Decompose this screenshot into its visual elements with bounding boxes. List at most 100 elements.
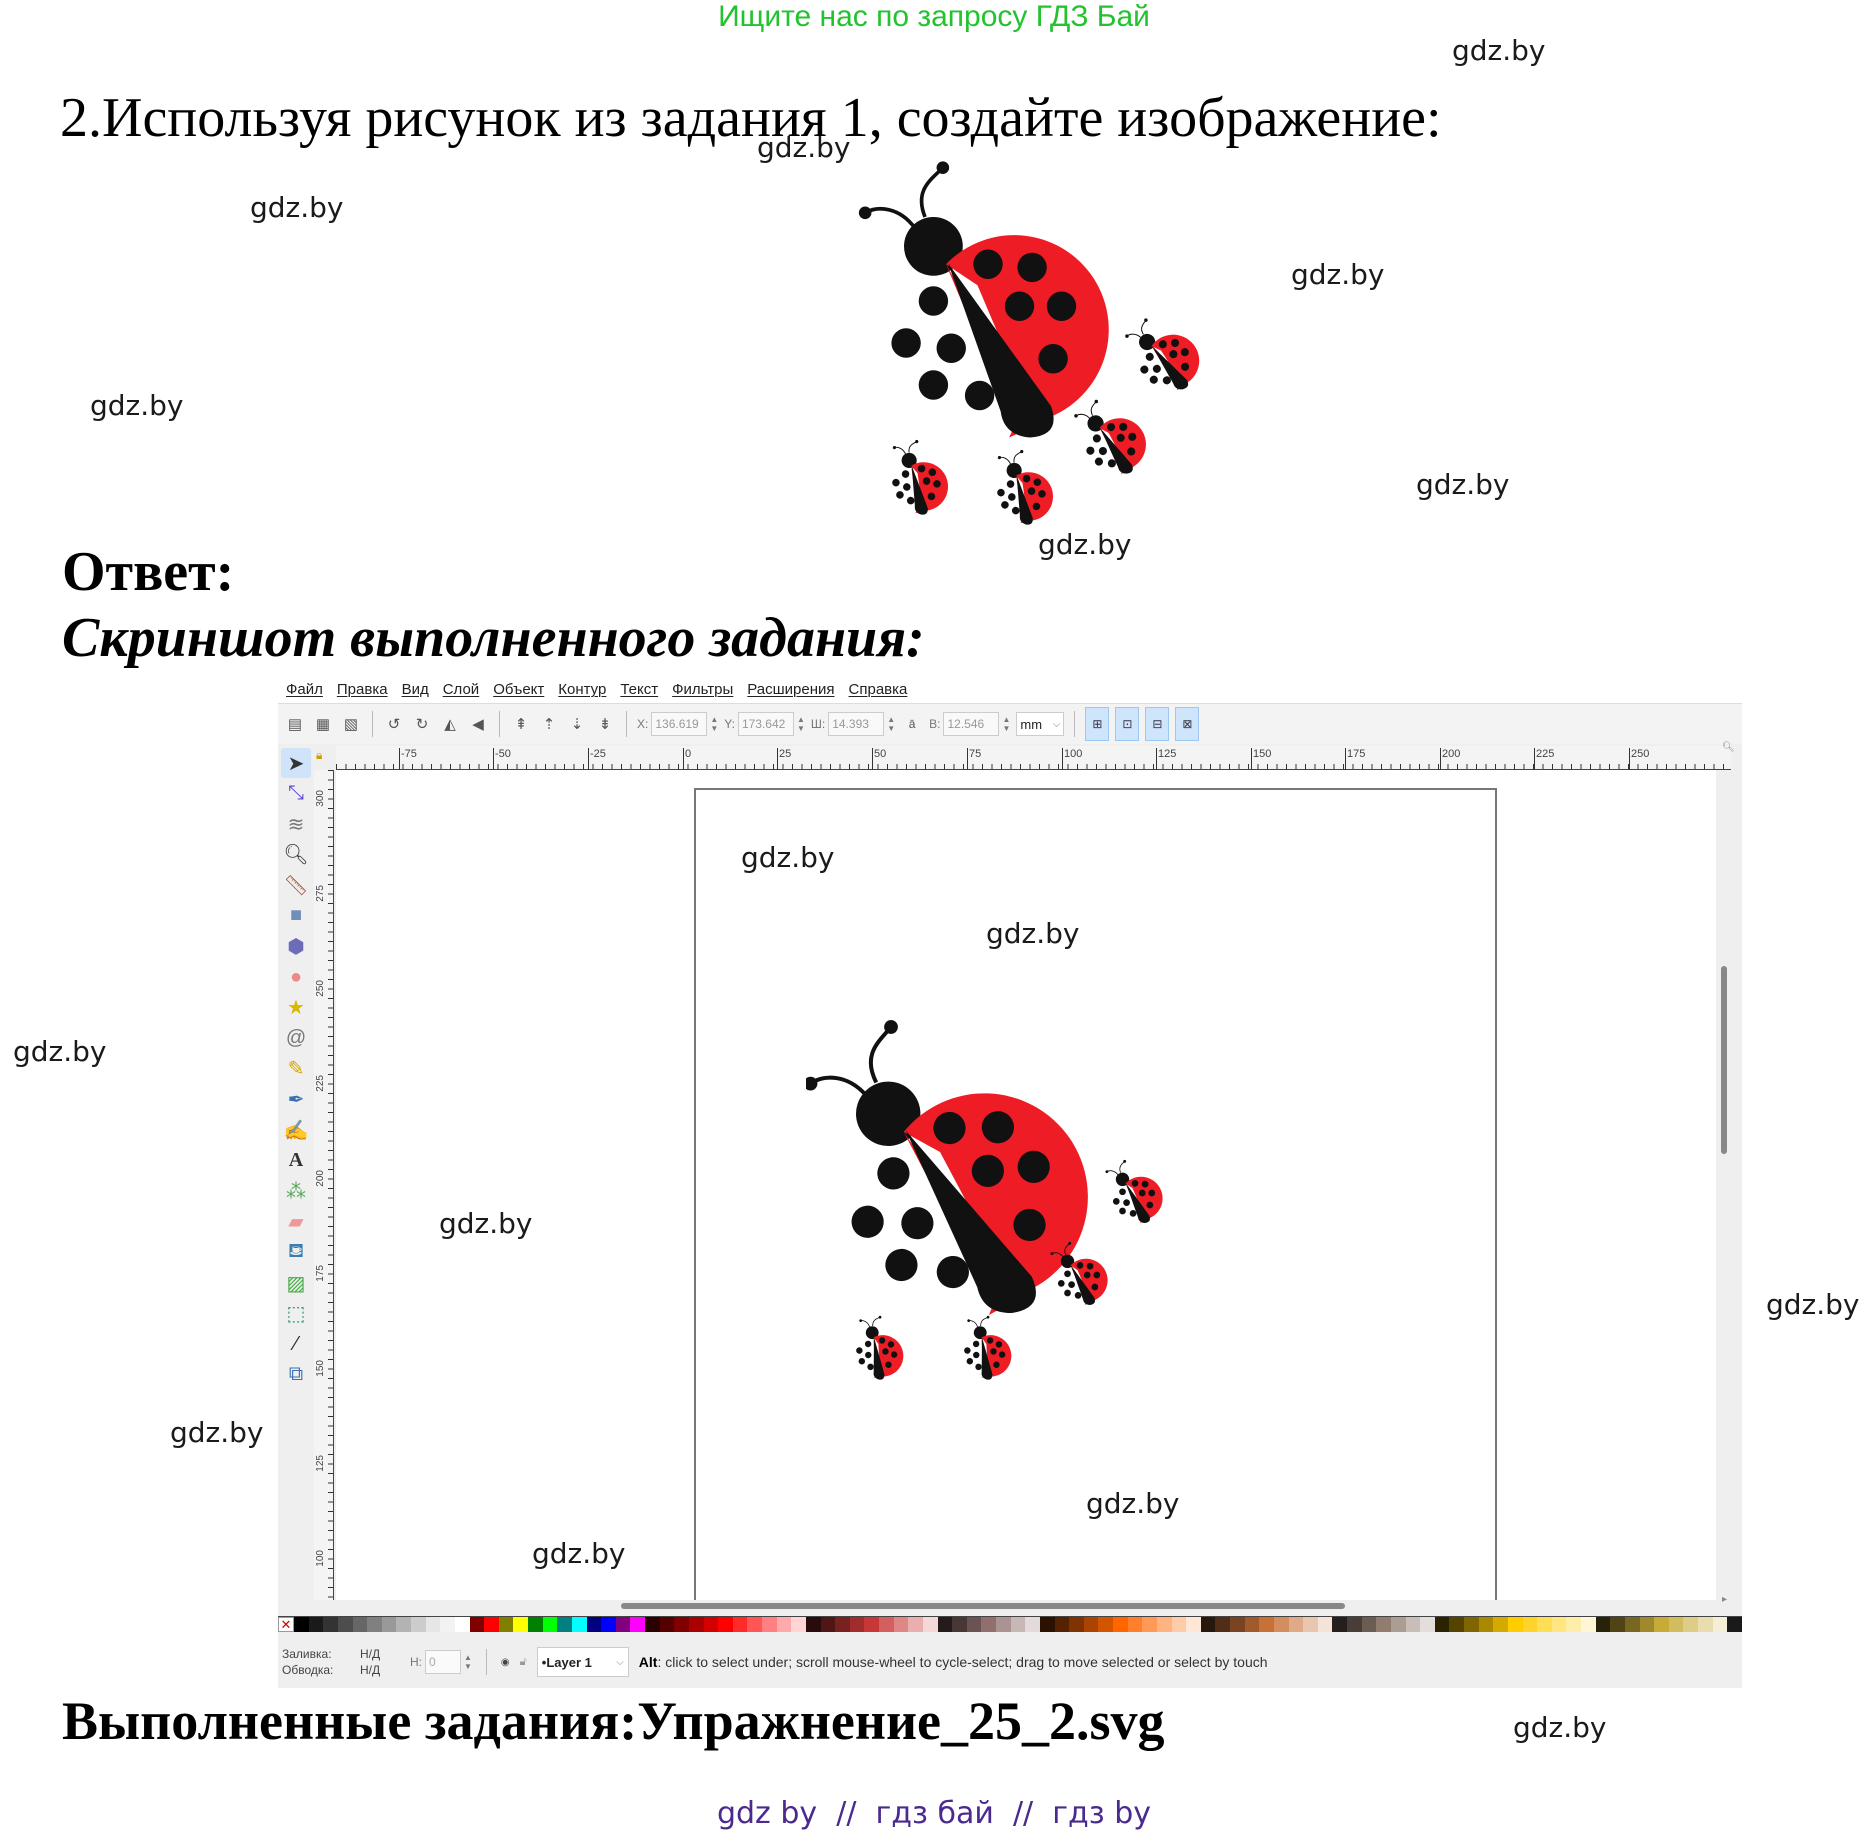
raise-to-top-icon[interactable]: ⇞ [514,716,528,733]
select-all-layers-icon[interactable]: ▦ [315,716,331,733]
select-all-icon[interactable]: ▤ [287,716,303,733]
color-swatch[interactable] [1478,1617,1494,1632]
opacity-input[interactable]: 0 [425,1650,461,1674]
color-swatch[interactable] [996,1617,1011,1632]
color-swatch[interactable] [1025,1617,1040,1632]
rotate-cw-icon[interactable]: ↻ [415,716,429,733]
transform-patterns-toggle[interactable]: ⊠ [1175,707,1200,741]
layer-lock-icon[interactable]: 🔓︎ [519,1655,527,1668]
drawing-canvas[interactable] [336,770,1716,1600]
y-spinner-icon[interactable]: ▲ ▼ [796,715,805,733]
ladybug-drawing[interactable] [806,995,1186,1395]
color-swatch[interactable] [849,1617,865,1632]
flip-horizontal-icon[interactable]: ◭ [444,716,456,733]
color-swatch[interactable] [1156,1617,1172,1632]
deselect-icon[interactable]: ▧ [343,716,359,733]
color-swatch[interactable] [1698,1617,1713,1632]
x-input[interactable]: 136.619 [651,712,708,736]
color-swatch[interactable] [835,1617,850,1632]
color-swatch[interactable] [674,1617,689,1632]
width-spinner-icon[interactable]: ▲ ▼ [887,715,896,733]
color-swatch[interactable] [908,1617,923,1632]
color-swatch[interactable] [762,1617,777,1632]
color-swatch[interactable] [1522,1617,1538,1632]
tweak-tool[interactable]: ≋ [281,809,311,839]
menu-text[interactable]: Текст [620,681,659,698]
color-swatch[interactable] [1069,1617,1084,1632]
color-swatch[interactable] [1303,1617,1318,1632]
node-tool[interactable]: ⤡ [281,779,311,809]
raise-icon[interactable]: ⇡ [542,716,556,733]
color-swatch[interactable] [1507,1617,1523,1632]
color-swatch[interactable] [411,1617,426,1632]
ellipse-tool[interactable]: ● [281,962,311,992]
color-swatch[interactable] [791,1617,806,1632]
height-field[interactable]: В: 12.546 ▲ ▼ [929,712,1010,736]
color-swatch[interactable] [1712,1617,1728,1632]
color-swatch[interactable] [1273,1617,1289,1632]
color-swatch[interactable] [1039,1617,1055,1632]
color-swatch[interactable] [703,1617,719,1632]
color-swatch[interactable] [1434,1617,1450,1632]
menu-edit[interactable]: Правка [336,681,388,698]
menu-object[interactable]: Объект [493,681,545,698]
color-swatch[interactable] [1581,1617,1596,1632]
spiral-tool[interactable]: @ [281,1023,311,1053]
color-swatch[interactable] [1054,1617,1070,1632]
opacity-field[interactable]: H: 0 ▲ ▼ [410,1650,472,1674]
color-swatch[interactable] [718,1617,733,1632]
layer-select[interactable]: •Layer 1 ⌵ [536,1647,629,1677]
color-swatch[interactable] [922,1617,938,1632]
color-swatch[interactable] [952,1617,967,1632]
flip-vertical-icon[interactable]: ◀ [472,716,484,733]
color-swatch[interactable] [1449,1617,1464,1632]
color-swatch[interactable] [571,1617,587,1632]
measure-tool[interactable]: 📏︎ [281,870,311,900]
color-swatch[interactable] [367,1617,382,1632]
color-swatch[interactable] [1683,1617,1698,1632]
color-swatch[interactable] [1186,1617,1201,1632]
x-spinner-icon[interactable]: ▲ ▼ [710,715,719,733]
color-swatch[interactable] [542,1617,558,1632]
color-swatch[interactable] [1244,1617,1260,1632]
color-swatch[interactable] [981,1617,996,1632]
color-swatch[interactable] [513,1617,528,1632]
menu-path[interactable]: Контур [558,681,607,698]
color-swatch[interactable] [645,1617,660,1632]
height-input[interactable]: 12.546 [943,712,1000,736]
color-swatch[interactable] [1610,1617,1625,1632]
color-swatch[interactable] [893,1617,909,1632]
color-swatch[interactable] [1288,1617,1304,1632]
fill-stroke-indicator[interactable]: Заливка: Н/Д Обводка: Н/Д [282,1647,400,1677]
color-swatch[interactable] [1405,1617,1421,1632]
color-swatch[interactable] [308,1617,324,1632]
color-swatch[interactable] [615,1617,631,1632]
zoom-tool[interactable]: 🔍︎ [281,840,311,870]
color-swatch[interactable] [1171,1617,1187,1632]
color-swatch[interactable] [1595,1617,1611,1632]
color-swatch[interactable] [1390,1617,1406,1632]
color-swatch[interactable] [352,1617,368,1632]
color-swatch[interactable] [381,1617,397,1632]
color-swatch[interactable] [323,1617,338,1632]
color-swatch[interactable] [747,1617,762,1632]
color-swatch[interactable] [337,1617,353,1632]
color-swatch[interactable] [528,1617,543,1632]
connector-tool[interactable]: ⧉ [281,1360,311,1390]
color-swatch[interactable] [454,1617,470,1632]
calligraphy-tool[interactable]: ✍ [281,1115,311,1145]
color-swatch[interactable] [1098,1617,1113,1632]
horizontal-ruler[interactable]: -75 -50 -25 0 25 50 75 100 125 150 175 200 225 250 [336,746,1731,770]
color-swatch[interactable] [1566,1617,1581,1632]
lower-to-bottom-icon[interactable]: ⇟ [598,716,612,733]
menu-layer[interactable]: Слой [442,681,480,698]
color-swatch[interactable] [1259,1617,1274,1632]
3d-box-tool[interactable]: ⬢ [281,932,311,962]
color-swatch[interactable] [1464,1617,1479,1632]
menu-file[interactable]: Файл [286,681,323,698]
menu-filters[interactable]: Фильтры [672,681,734,698]
guide-lock-icon[interactable]: 🔒︎ [316,748,323,762]
color-swatch[interactable] [396,1617,411,1632]
width-input[interactable]: 14.393 [828,712,885,736]
menu-help[interactable]: Справка [848,681,908,698]
